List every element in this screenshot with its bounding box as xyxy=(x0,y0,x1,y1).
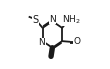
Text: N: N xyxy=(39,38,45,47)
Text: S: S xyxy=(33,15,39,25)
Text: N: N xyxy=(49,15,56,24)
Text: NH$_2$: NH$_2$ xyxy=(62,13,81,26)
Text: O: O xyxy=(73,37,81,46)
